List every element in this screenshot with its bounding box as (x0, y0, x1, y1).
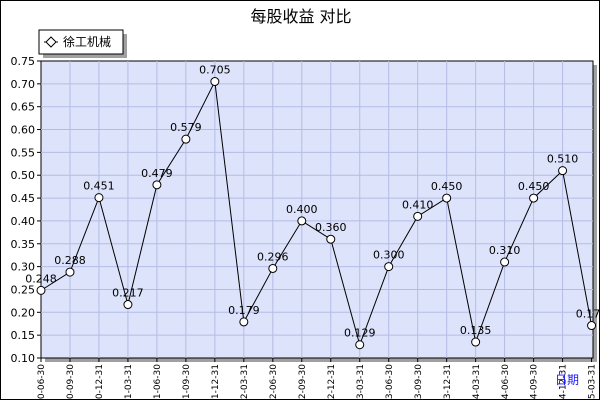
data-point (355, 340, 365, 350)
series-line (40, 79, 593, 347)
y-tick-label: 0.45 (11, 192, 36, 205)
data-point (413, 211, 423, 221)
x-tick-label: 2021-06-30 (153, 364, 163, 399)
x-tick-label: 2022-03-31 (240, 364, 250, 399)
y-tick-label: 0.25 (11, 283, 36, 296)
data-points (36, 77, 597, 350)
data-point (587, 321, 597, 331)
data-label: 0.450 (431, 180, 463, 193)
data-label: 0.300 (373, 249, 405, 262)
data-point (384, 262, 394, 272)
x-tick-label: 2021-12-31 (211, 364, 221, 399)
data-label: 0.510 (547, 153, 579, 166)
y-tick-label: 0.55 (11, 146, 36, 159)
data-label: 0.179 (228, 304, 260, 317)
data-label: 0.705 (199, 64, 231, 77)
x-tick-label: 2022-06-30 (269, 364, 279, 399)
y-tick-label: 0.70 (11, 78, 36, 91)
data-label: 0.450 (518, 180, 550, 193)
x-tick-label: 2020-12-31 (95, 364, 105, 399)
data-point (529, 193, 539, 203)
x-tick-label: 2022-12-31 (327, 364, 337, 399)
plot-background (40, 60, 594, 359)
data-point (210, 77, 220, 87)
data-label: 0.360 (315, 221, 347, 234)
x-tick-label: 2023-12-31 (443, 364, 453, 399)
data-label: 0.310 (489, 244, 521, 257)
data-point (181, 134, 191, 144)
y-tick-label: 0.40 (11, 215, 36, 228)
data-point (268, 263, 278, 273)
x-tick-label: 2023-06-30 (385, 364, 395, 399)
x-tick-label: 2024-03-31 (472, 364, 482, 399)
legend-diamond-icon (45, 36, 57, 48)
data-label: 0.451 (83, 180, 115, 193)
data-point (500, 257, 510, 267)
data-label: 0.129 (344, 327, 376, 340)
chart-title: 每股收益 对比 (250, 7, 351, 26)
x-tick-label: 2022-09-30 (298, 364, 308, 399)
series-line-xcmg (40, 79, 593, 347)
data-point (152, 180, 162, 190)
data-label: 0.248 (25, 272, 57, 285)
y-tick-label: 0.10 (11, 352, 36, 365)
y-axis-ticks: 0.10 0.15 0.20 0.25 0.30 0.35 0.40 0.45 0.50 0.55… (11, 55, 41, 365)
y-tick-label: 0.20 (11, 306, 36, 319)
plot-area (40, 60, 597, 362)
data-point (326, 234, 336, 244)
data-point (123, 300, 133, 310)
data-labels: 0.248 0.288 0.451 0.217 0.479 0.579 0.705 0.179… (25, 64, 599, 340)
data-point (558, 166, 568, 176)
grid-lines (41, 61, 593, 358)
data-label: 0.288 (54, 254, 86, 267)
data-label: 0.479 (141, 167, 173, 180)
x-tick-label: 2020-06-30 (37, 364, 47, 399)
x-tick-label: 2023-03-31 (356, 364, 366, 399)
data-point (65, 267, 75, 277)
data-label: 0.410 (402, 198, 434, 211)
x-tick-label: 2021-09-30 (182, 364, 192, 399)
data-label: 0.400 (286, 203, 318, 216)
x-tick-label: 2024-06-30 (501, 364, 511, 399)
data-label: 0.296 (257, 250, 289, 263)
y-tick-label: 0.50 (11, 169, 36, 182)
x-axis-ticks: 2020-06-30 2020-09-30 2020-12-31 2021-03-31… (37, 358, 598, 399)
x-axis-title: 日期 (555, 373, 579, 387)
legend: 徐工机械 (38, 29, 127, 58)
x-tick-label: 2024-09-30 (530, 364, 540, 399)
y-tick-label: 0.65 (11, 101, 36, 114)
x-tick-label: 2020-09-30 (66, 364, 76, 399)
data-point (471, 337, 481, 347)
legend-series-name: 徐工机械 (63, 34, 111, 49)
data-point (239, 317, 249, 327)
data-label: 0.217 (112, 287, 144, 300)
x-tick-label: 2025-03-31 (588, 364, 598, 399)
data-point (94, 193, 104, 203)
data-label: 0.135 (460, 324, 492, 337)
y-tick-label: 0.30 (11, 261, 36, 274)
data-point (36, 285, 46, 295)
y-tick-label: 0.35 (11, 238, 36, 251)
data-label: 0.171 (576, 308, 599, 321)
y-tick-label: 0.15 (11, 329, 36, 342)
y-tick-label: 0.60 (11, 124, 36, 137)
x-tick-label: 2023-09-30 (414, 364, 424, 399)
data-point (297, 216, 307, 226)
x-tick-label: 2021-03-31 (124, 364, 134, 399)
data-point (442, 193, 452, 203)
data-label: 0.579 (170, 121, 202, 134)
y-tick-label: 0.75 (11, 55, 36, 68)
x-tick-label: 2024-12-31 (559, 364, 569, 399)
